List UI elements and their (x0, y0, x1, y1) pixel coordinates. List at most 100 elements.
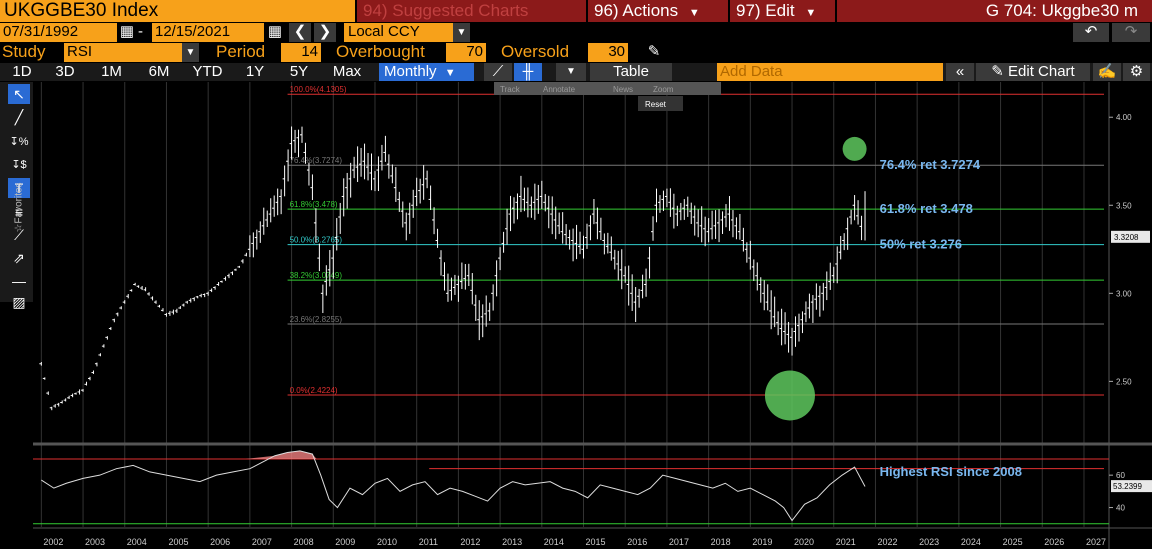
pencil-icon[interactable]: ✎ (647, 43, 661, 60)
reset-button[interactable]: Reset (645, 100, 667, 109)
ticker-field[interactable]: UKGGBE30 Index (0, 0, 355, 22)
calendar-icon[interactable]: ▦ (119, 23, 135, 40)
collapse-icon[interactable]: « (946, 63, 974, 81)
next-arrow-icon[interactable]: ❯ (314, 23, 336, 42)
highlight-circles (764, 136, 867, 421)
rsi-tick-label: 40 (1116, 504, 1125, 513)
x-tick-label: 2004 (127, 537, 147, 547)
cursor-icon[interactable]: ↖ (8, 84, 30, 104)
redo-icon[interactable]: ↷ (1112, 23, 1150, 42)
retracement-annotation: 50% ret 3.276 (880, 237, 962, 252)
x-tick-label: 2007 (252, 537, 272, 547)
header-bar: UKGGBE30 Index 94) Suggested Charts 96) … (0, 0, 1152, 22)
x-tick-label: 2013 (502, 537, 522, 547)
edit-chart-button[interactable]: ✎ Edit Chart (976, 63, 1090, 81)
date-separator: - (138, 23, 143, 40)
horizontal-line-icon[interactable]: — (12, 273, 26, 289)
period-input[interactable]: 14 (281, 43, 321, 62)
period-button-max[interactable]: Max (332, 63, 362, 80)
period-button-6m[interactable]: 6M (148, 63, 170, 80)
last-price-label: 3.3208 (1114, 233, 1139, 242)
highlight-circle (764, 370, 815, 421)
grid (33, 82, 1152, 549)
text-tool-icon[interactable]: T (8, 178, 30, 198)
pattern-icon[interactable]: ▨ (12, 294, 26, 310)
fib-label: 61.8%(3.478) (290, 200, 338, 209)
start-date-input[interactable]: 07/31/1992 (0, 23, 117, 42)
actions-menu[interactable]: 96) Actions ▼ (588, 0, 728, 22)
calendar-icon[interactable]: ▦ (267, 23, 283, 40)
x-tick-label: 2012 (460, 537, 480, 547)
period-button-5y[interactable]: 5Y (289, 63, 309, 80)
rsi-tick-label: 60 (1116, 471, 1125, 480)
line-chart-icon[interactable]: ⟋ (484, 63, 512, 81)
news-button[interactable]: News (613, 85, 633, 94)
channel-icon[interactable]: ⇗ (13, 250, 25, 266)
retracement-annotation: 76.4% ret 3.7274 (880, 157, 981, 172)
zoom-button[interactable]: Zoom (653, 85, 674, 94)
chevron-down-icon[interactable]: ▼ (453, 23, 470, 42)
x-tick-label: 2019 (752, 537, 772, 547)
table-button[interactable]: Table (590, 63, 672, 81)
chevron-down-icon: ▼ (688, 7, 700, 19)
period-button-ytd[interactable]: YTD (192, 63, 223, 80)
annotations: 76.4% ret 3.7274 61.8% ret 3.478 50% ret 3… (880, 157, 981, 251)
x-tick-label: 2006 (210, 537, 230, 547)
period-button-1d[interactable]: 1D (12, 63, 32, 80)
currency-select[interactable]: Local CCY (344, 23, 453, 42)
x-axis: 2002 2003 2004 2005 2006 2007 2008 2009 2010 2011… (43, 537, 1106, 547)
favorites-tab[interactable]: ☆Favorites (13, 182, 25, 233)
x-tick-label: 2015 (586, 537, 606, 547)
gear-icon[interactable]: ⚙ (1123, 63, 1150, 81)
edit-label: 97) Edit (736, 1, 795, 20)
price-tick-label: 4.00 (1116, 113, 1132, 122)
fibonacci-icon[interactable]: ≡ (14, 204, 24, 220)
study-select[interactable]: RSI (64, 43, 182, 62)
fib-label: 100.0%(4.1305) (290, 85, 347, 94)
track-button[interactable]: Track (500, 85, 521, 94)
chevron-down-icon[interactable]: ▼ (182, 43, 199, 62)
chart-title: G 704: Ukggbe30 m (837, 0, 1152, 22)
edit-chart-label: Edit Chart (1008, 63, 1075, 80)
x-tick-label: 2024 (961, 537, 981, 547)
period-button-1m[interactable]: 1M (101, 63, 122, 80)
prev-arrow-icon[interactable]: ❮ (289, 23, 311, 42)
chart-background (33, 82, 1152, 549)
add-data-input[interactable]: Add Data (717, 63, 943, 81)
x-tick-label: 2003 (85, 537, 105, 547)
period-bar: 1D 3D 1M 6M YTD 1Y 5Y Max Monthly ▼ ⟋ ╫ ▼ Table… (0, 63, 1152, 81)
bar-chart-icon[interactable]: ╫ (514, 63, 542, 81)
chart-area[interactable]: 100.0%(4.1305) 76.4%(3.7274) 61.8%(3.478) 5… (33, 82, 1152, 549)
trend-line-icon[interactable]: ⟋ (14, 227, 24, 243)
fib-label: 76.4%(3.7274) (290, 156, 343, 165)
chevron-down-icon[interactable]: ▼ (556, 63, 586, 81)
pencil-icon: ✎ (991, 63, 1004, 80)
x-tick-label: 2018 (711, 537, 731, 547)
period-button-1y[interactable]: 1Y (245, 63, 265, 80)
annotate-button[interactable]: Annotate (543, 85, 576, 94)
x-tick-label: 2023 (919, 537, 939, 547)
actions-label: 96) Actions (594, 1, 679, 20)
x-tick-label: 2021 (836, 537, 856, 547)
percent-tool-icon[interactable]: ↧% (9, 136, 29, 148)
price-tick-label: 3.00 (1116, 289, 1132, 298)
drawing-toolbar: ↖ ╱ ↧% ↧$ T ≡ ⟋ ⇗ — ▨ ☆Favorites (0, 82, 33, 310)
dollar-tool-icon[interactable]: ↧$ (11, 159, 27, 171)
fib-label: 0.0%(2.4224) (290, 386, 338, 395)
reset-box[interactable] (638, 96, 683, 111)
oversold-input[interactable]: 30 (588, 43, 628, 62)
edit-menu[interactable]: 97) Edit ▼ (730, 0, 835, 22)
end-date-input[interactable]: 12/15/2021 (152, 23, 264, 42)
retracement-annotation: 61.8% ret 3.478 (880, 201, 973, 216)
chart-settings-icon[interactable]: ✍ (1093, 63, 1121, 81)
period-button-3d[interactable]: 3D (55, 63, 75, 80)
chart-overlay-menu: Track Annotate News Zoom Reset (494, 82, 721, 111)
frequency-select[interactable]: Monthly ▼ (379, 63, 474, 81)
chevron-down-icon: ▼ (805, 7, 817, 19)
fib-label: 38.2%(3.0749) (290, 271, 343, 280)
suggested-charts-button[interactable]: 94) Suggested Charts (357, 0, 586, 22)
draw-line-icon[interactable]: ╱ (14, 109, 24, 125)
undo-icon[interactable]: ↶ (1073, 23, 1109, 42)
overbought-input[interactable]: 70 (446, 43, 486, 62)
price-series (39, 126, 866, 411)
